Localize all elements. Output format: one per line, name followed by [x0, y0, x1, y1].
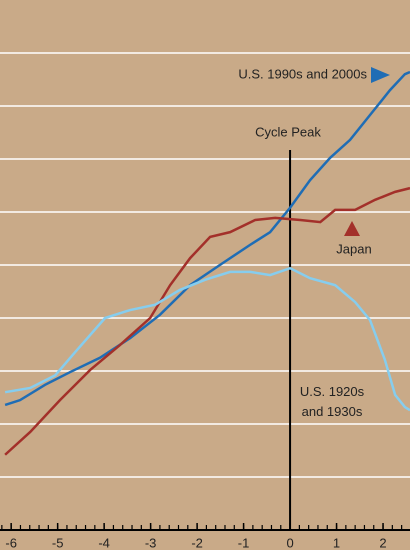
series-label: U.S. 1920s and 1930s: [300, 384, 365, 419]
x-tick-label: 2: [379, 535, 386, 550]
line: [4, 186, 410, 456]
legend-marker: [344, 221, 360, 236]
line: [4, 70, 410, 407]
x-tick-label: -1: [238, 535, 250, 550]
legend-marker: [371, 67, 390, 83]
x-tick-label: -4: [98, 535, 110, 550]
series-label: Japan: [336, 241, 371, 256]
x-tick-label: -2: [191, 535, 203, 550]
annotation: Cycle Peak: [255, 124, 321, 139]
series-label: U.S. 1990s and 2000s: [238, 66, 367, 81]
x-tick-label: 1: [333, 535, 340, 550]
line: [4, 266, 410, 412]
x-tick-label: -5: [52, 535, 64, 550]
x-tick-label: -3: [145, 535, 157, 550]
x-tick-label: 0: [286, 535, 293, 550]
x-tick-label: -6: [5, 535, 17, 550]
